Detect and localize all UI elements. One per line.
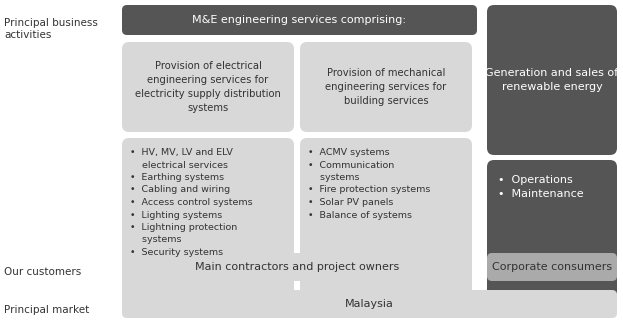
FancyBboxPatch shape (487, 5, 617, 155)
FancyBboxPatch shape (487, 253, 617, 281)
FancyBboxPatch shape (122, 138, 294, 298)
FancyBboxPatch shape (300, 138, 472, 298)
Text: •  Operations
•  Maintenance: • Operations • Maintenance (498, 175, 584, 199)
FancyBboxPatch shape (300, 42, 472, 132)
Text: Malaysia: Malaysia (345, 299, 394, 309)
Text: Provision of electrical
engineering services for
electricity supply distribution: Provision of electrical engineering serv… (135, 61, 281, 113)
FancyBboxPatch shape (122, 42, 294, 132)
Text: Corporate consumers: Corporate consumers (492, 262, 612, 272)
Text: Principal business
activities: Principal business activities (4, 18, 98, 40)
Text: Our customers: Our customers (4, 267, 81, 277)
FancyBboxPatch shape (122, 290, 617, 318)
FancyBboxPatch shape (122, 5, 477, 35)
Text: •  ACMV systems
•  Communication
    systems
•  Fire protection systems
•  Solar: • ACMV systems • Communication systems •… (308, 148, 430, 219)
Text: Main contractors and project owners: Main contractors and project owners (195, 262, 399, 272)
FancyBboxPatch shape (487, 160, 617, 298)
Text: •  HV, MV, LV and ELV
    electrical services
•  Earthing systems
•  Cabling and: • HV, MV, LV and ELV electrical services… (130, 148, 252, 257)
Text: Provision of mechanical
engineering services for
building services: Provision of mechanical engineering serv… (325, 68, 447, 106)
Text: Principal market: Principal market (4, 305, 89, 315)
Text: M&E engineering services comprising:: M&E engineering services comprising: (192, 15, 406, 25)
Text: Generation and sales of
renewable energy: Generation and sales of renewable energy (485, 68, 619, 92)
FancyBboxPatch shape (122, 253, 472, 281)
